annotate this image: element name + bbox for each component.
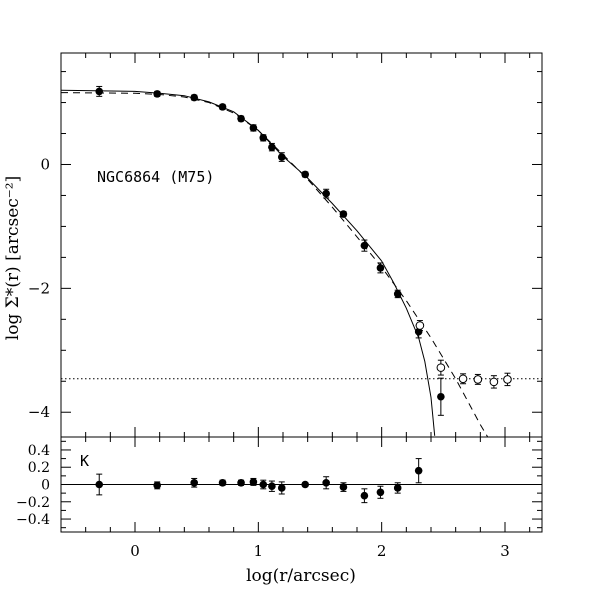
data-point-open <box>503 375 512 384</box>
data-point-filled <box>277 153 286 161</box>
y-tick-label: −0.2 <box>16 495 50 511</box>
data-point-filled <box>268 143 276 151</box>
bottom-annotation: K <box>80 452 89 470</box>
residual-panel: 0 1 2 30.40.20−0.2−0.4 <box>16 436 543 560</box>
y-tick-label: 0 <box>40 155 50 173</box>
data-point-filled <box>153 90 161 98</box>
data-point-filled <box>237 114 245 123</box>
residual-point <box>190 478 198 487</box>
data-point-filled <box>414 327 423 336</box>
x-tick-label: 3 <box>500 542 510 560</box>
residual-point <box>393 484 402 492</box>
y-tick-label: −0.4 <box>16 512 50 528</box>
data-point-filled <box>437 392 445 401</box>
x-tick-label: 2 <box>377 542 387 560</box>
residual-point <box>277 484 286 492</box>
alt-model-curve <box>60 92 489 438</box>
data-point-filled <box>259 134 268 142</box>
data-point-open <box>415 321 425 330</box>
residual-point <box>360 491 369 500</box>
residual-point <box>153 481 161 490</box>
x-axis-label: log(r/arcsec) <box>246 566 356 586</box>
residual-point <box>414 466 423 475</box>
king-model-curve <box>60 89 436 436</box>
data-point-open <box>473 375 483 384</box>
y-tick-label: −2 <box>28 279 50 297</box>
y-tick-label: 0.4 <box>28 443 50 459</box>
residual-point <box>259 480 268 489</box>
residual-point <box>95 480 104 489</box>
data-point-open <box>489 377 499 387</box>
residual-point <box>249 478 258 486</box>
data-point-filled <box>190 93 198 102</box>
residual-point <box>237 478 245 487</box>
data-point-open <box>436 363 446 372</box>
data-point-filled <box>322 189 330 198</box>
data-point-filled <box>218 103 227 111</box>
residual-point <box>339 483 348 491</box>
data-point-filled <box>376 264 385 272</box>
residual-point <box>218 478 227 487</box>
plot-frame <box>60 52 543 438</box>
x-tick-label: 0 <box>130 542 140 560</box>
data-point-filled <box>301 170 310 179</box>
data-point-filled <box>339 210 348 218</box>
residual-point <box>268 482 276 491</box>
y-tick-label: 0 <box>41 478 50 494</box>
y-axis-label: log Σ*(r) [arcsec⁻²] <box>3 176 23 340</box>
x-tick-label: 1 <box>254 542 264 560</box>
data-point-open <box>458 374 468 384</box>
residual-point <box>376 488 385 497</box>
data-point-filled <box>95 87 104 96</box>
data-point-filled <box>249 124 258 132</box>
top-annotation: NGC6864 (M75) <box>97 168 214 186</box>
data-point-filled <box>360 241 369 250</box>
residual-point <box>301 480 310 489</box>
y-tick-label: 0.2 <box>28 460 50 476</box>
data-point-filled <box>393 290 402 298</box>
y-tick-label: −4 <box>28 403 50 421</box>
residual-point <box>322 478 330 487</box>
surface-density-panel: 0 −2 −4 <box>28 52 543 438</box>
